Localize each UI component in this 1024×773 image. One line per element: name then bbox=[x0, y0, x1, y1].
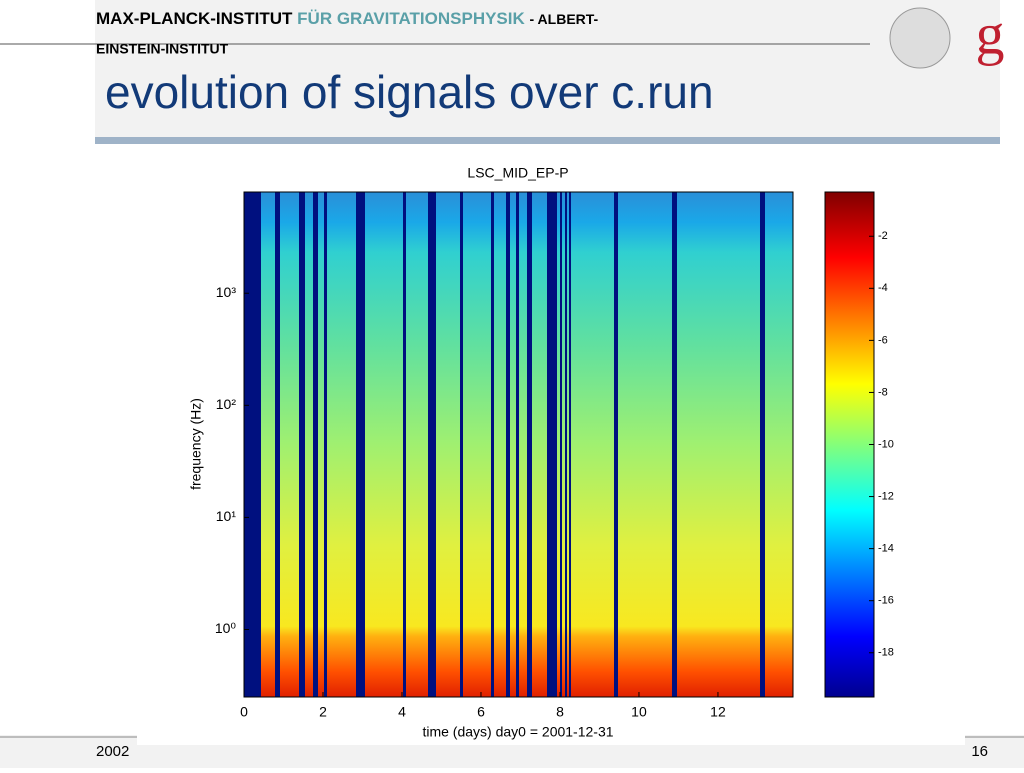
c-tick-label: -2 bbox=[878, 230, 888, 242]
institute-tail: - ALBERT- bbox=[530, 11, 599, 27]
institute: MAX-PLANCK-INSTITUT bbox=[96, 9, 293, 28]
plot-frame bbox=[243, 191, 794, 698]
slide-title: evolution of signals over c.run bbox=[105, 66, 714, 118]
y-label: frequency (Hz) bbox=[188, 398, 204, 490]
x-tick-label: 4 bbox=[398, 704, 406, 720]
x-tick-label: 6 bbox=[477, 704, 485, 720]
c-tick-label: -4 bbox=[878, 282, 888, 294]
c-tick-label: -6 bbox=[878, 334, 888, 346]
y-tick-label: 10³ bbox=[216, 284, 237, 300]
x-tick-label: 2 bbox=[319, 704, 327, 720]
c-tick-label: -10 bbox=[878, 438, 894, 450]
c-tick-label: -12 bbox=[878, 490, 894, 502]
footer-left: 2002 bbox=[96, 743, 129, 760]
page-number: 16 bbox=[971, 743, 988, 760]
c-tick-label: -18 bbox=[878, 647, 894, 659]
gap-stripes bbox=[244, 192, 765, 697]
y-tick-label: 10¹ bbox=[216, 508, 237, 524]
x-tick-label: 10 bbox=[631, 704, 647, 720]
x-tick-label: 12 bbox=[710, 704, 726, 720]
c-tick-label: -14 bbox=[878, 543, 894, 555]
colorbar bbox=[824, 191, 875, 698]
plot-title: LSC_MID_EP-P bbox=[467, 165, 568, 181]
institute-tail2: EINSTEIN-INSTITUT bbox=[96, 41, 229, 57]
y-tick-label: 10² bbox=[216, 396, 237, 412]
x-label: time (days) day0 = 2001-12-31 bbox=[422, 724, 613, 740]
logo-g: g bbox=[976, 1, 1005, 66]
spectrogram: LSC_MID_EP-P time (days) day0 = 2001-12-… bbox=[188, 165, 875, 740]
y-tick-label: 10⁰ bbox=[215, 620, 237, 636]
title-bar bbox=[95, 137, 1000, 144]
header-bg bbox=[95, 0, 1000, 140]
c-tick-label: -8 bbox=[878, 386, 888, 398]
institute-sub: FÜR GRAVITATIONSPHYSIK bbox=[297, 9, 525, 28]
x-tick-label: 0 bbox=[240, 704, 248, 720]
x-tick-label: 8 bbox=[556, 704, 564, 720]
header-text: MAX-PLANCK-INSTITUT FÜR GRAVITATIONSPHYS… bbox=[96, 9, 599, 28]
logo-mpg bbox=[889, 7, 951, 69]
c-tick-label: -16 bbox=[878, 595, 894, 607]
